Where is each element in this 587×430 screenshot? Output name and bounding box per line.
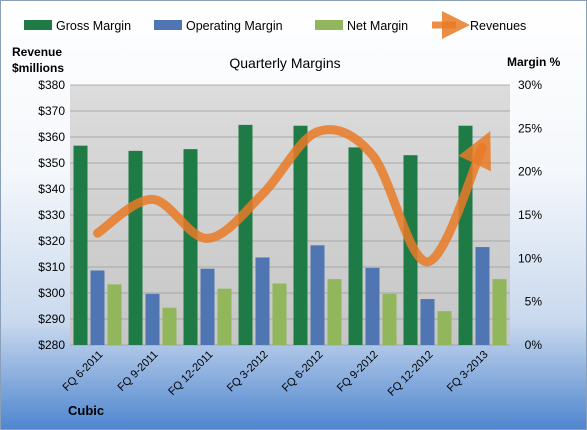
operating-margin-bar (475, 247, 490, 345)
gross-margin-bar (73, 145, 88, 345)
net-margin-bar (107, 284, 122, 345)
right-tick-label: 20% (518, 165, 542, 179)
left-axis-label-line1: Revenue (12, 45, 62, 59)
category-label: FQ 9-2011 (116, 349, 161, 394)
footer-company-label: Cubic (68, 403, 104, 418)
left-tick-label: $300 (38, 286, 65, 300)
net-margin-legend-swatch (315, 20, 343, 30)
net-margin-legend-label: Net Margin (347, 19, 408, 33)
net-margin-bar (327, 279, 342, 345)
chart-title: Quarterly Margins (229, 55, 340, 71)
operating-margin-bar (200, 268, 215, 345)
net-margin-bar (217, 288, 232, 345)
operating-margin-bar (365, 267, 380, 345)
gross-margin-bar (293, 125, 308, 345)
left-tick-label: $350 (38, 156, 65, 170)
right-tick-label: 0% (525, 338, 543, 352)
operating-margin-legend-swatch (154, 20, 182, 30)
operating-margin-bar (310, 245, 325, 345)
net-margin-bar (437, 311, 452, 345)
category-label: FQ 6-2012 (280, 349, 326, 395)
revenues-legend-label: Revenues (470, 19, 526, 33)
right-tick-label: 15% (518, 208, 542, 222)
bar-series (73, 124, 507, 345)
net-margin-bar (162, 307, 177, 345)
net-margin-bar (272, 283, 287, 345)
gross-margin-legend-label: Gross Margin (56, 19, 131, 33)
operating-margin-bar (420, 299, 435, 345)
category-label: FQ 12-2012 (386, 349, 436, 399)
gross-margin-bar (458, 125, 473, 345)
right-axis-label: Margin % (507, 55, 561, 69)
left-tick-label: $320 (38, 234, 65, 248)
operating-margin-bar (90, 270, 105, 345)
category-label: FQ 3-2012 (225, 349, 271, 395)
gross-margin-bar (128, 150, 143, 345)
gross-margin-bar (183, 149, 198, 345)
net-margin-bar (492, 279, 507, 345)
revenues-line (93, 125, 491, 267)
gross-margin-bar (348, 147, 363, 345)
operating-margin-legend-label: Operating Margin (186, 19, 283, 33)
category-label: FQ 6-2011 (61, 349, 106, 394)
gridlines (70, 84, 510, 346)
right-tick-label: 30% (518, 78, 542, 92)
left-tick-label: $280 (38, 338, 65, 352)
category-label: FQ 9-2012 (335, 349, 381, 395)
left-tick-label: $330 (38, 208, 65, 222)
gross-margin-legend-swatch (24, 20, 52, 30)
left-tick-label: $290 (38, 312, 65, 326)
revenue-line (93, 125, 491, 267)
legend: Gross Margin Operating Margin Net Margin Re… (24, 11, 526, 39)
left-tick-label: $340 (38, 182, 65, 196)
operating-margin-bar (255, 257, 270, 345)
left-tick-label: $370 (38, 104, 65, 118)
category-label: FQ 3-2013 (445, 349, 491, 395)
gross-margin-bar (238, 124, 253, 345)
right-tick-label: 25% (518, 121, 542, 135)
left-tick-label: $380 (38, 78, 65, 92)
left-axis-label-line2: $millions (12, 61, 64, 75)
operating-margin-bar (145, 293, 160, 345)
left-tick-label: $310 (38, 260, 65, 274)
right-tick-label: 5% (525, 295, 543, 309)
right-tick-label: 10% (518, 251, 542, 265)
category-label: FQ 12-2011 (166, 349, 215, 398)
left-tick-label: $360 (38, 130, 65, 144)
net-margin-bar (382, 293, 397, 345)
